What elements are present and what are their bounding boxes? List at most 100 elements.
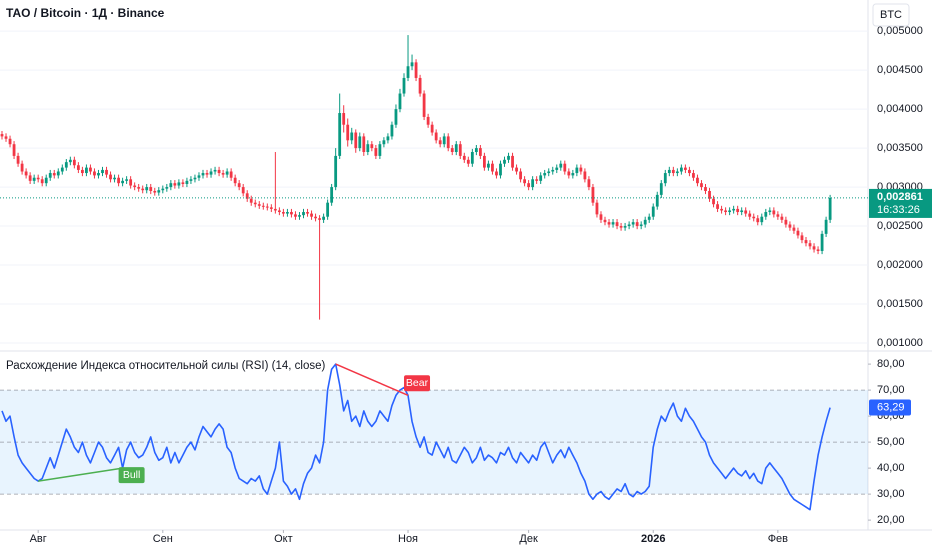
- candle-body: [294, 214, 297, 217]
- candle-body: [197, 175, 201, 178]
- y-tick-label: 0,001000: [877, 337, 923, 349]
- candle-body: [129, 179, 133, 186]
- candle-body: [659, 183, 663, 195]
- candle-body: [149, 187, 153, 191]
- candle-body: [824, 219, 828, 234]
- candle-body: [93, 171, 96, 176]
- candle-body: [161, 188, 165, 191]
- candle-body: [44, 177, 48, 184]
- candle-body: [273, 208, 277, 211]
- candle-body: [85, 167, 88, 174]
- candle-body: [716, 204, 719, 209]
- candle-body: [32, 177, 36, 181]
- candle-body: [101, 169, 104, 174]
- candle-body: [48, 173, 52, 178]
- candle-body: [414, 62, 418, 78]
- candle-body: [237, 183, 241, 188]
- candle-body: [760, 216, 764, 223]
- candle-body: [386, 136, 390, 141]
- candle-body: [499, 163, 502, 176]
- candle-body: [567, 171, 571, 176]
- last-price-badge: [869, 188, 932, 218]
- candle-body: [559, 163, 563, 168]
- candle-body: [643, 219, 647, 225]
- rsi-last-label: 63,29: [877, 401, 905, 413]
- candle-body: [113, 177, 116, 180]
- candle-body: [24, 171, 28, 176]
- candle-body: [314, 216, 317, 219]
- candle-body: [688, 169, 691, 174]
- candle-body: [282, 212, 285, 214]
- y-tick-label: 0,004000: [877, 103, 923, 115]
- candle-body: [52, 173, 56, 176]
- candle-body: [515, 167, 518, 172]
- candle-body: [784, 219, 788, 225]
- candle-body: [225, 171, 229, 175]
- candle-body: [692, 173, 695, 178]
- candle-body: [394, 109, 398, 125]
- rsi-title: Расхождение Индекса относительной силы (…: [6, 360, 325, 372]
- candle-body: [137, 187, 141, 189]
- candle-body: [185, 180, 189, 184]
- y-tick-label: 0,005000: [877, 25, 923, 37]
- candle-body: [531, 179, 535, 188]
- candle-body: [776, 214, 780, 217]
- candle-body: [804, 240, 808, 244]
- candle-body: [724, 210, 727, 213]
- candle-body: [539, 175, 543, 181]
- candle-body: [434, 132, 438, 141]
- x-tick-label: Сен: [153, 533, 173, 545]
- candle-body: [326, 202, 330, 217]
- candle-body: [290, 212, 293, 215]
- candle-body: [105, 169, 108, 175]
- candle-body: [8, 138, 12, 145]
- candle-body: [350, 132, 354, 141]
- candle-body: [667, 169, 671, 174]
- candle-body: [233, 177, 237, 184]
- currency[interactable]: BTC: [880, 9, 902, 21]
- y-tick-label: 40,00: [877, 462, 905, 474]
- divergence-label: Bull: [123, 469, 141, 481]
- candle-body: [740, 210, 744, 213]
- candle-body: [165, 187, 169, 189]
- candle-body: [579, 167, 583, 172]
- y-tick-label: 70,00: [877, 384, 905, 396]
- candle-body: [56, 171, 60, 176]
- candle-body: [173, 183, 177, 186]
- candle-body: [213, 169, 217, 172]
- candle-body: [141, 188, 145, 191]
- candle-body: [117, 177, 120, 184]
- currency-button[interactable]: [872, 3, 910, 27]
- candle-body: [20, 163, 24, 172]
- candle-body: [382, 140, 386, 145]
- candle-body: [68, 159, 72, 163]
- candle-body: [438, 140, 442, 145]
- candle-body: [338, 113, 342, 156]
- candle-body: [269, 207, 273, 209]
- candle-body: [679, 167, 683, 172]
- candle-body: [551, 169, 555, 172]
- candle-body: [76, 165, 80, 170]
- candle-body: [253, 202, 257, 205]
- candle-body: [201, 173, 205, 176]
- rsi-last-badge: [869, 399, 911, 416]
- candle-body: [16, 155, 20, 164]
- candle-body: [358, 136, 362, 149]
- candle-body: [36, 177, 40, 180]
- y-tick-label: 30,00: [877, 488, 905, 500]
- candle-body: [334, 155, 338, 188]
- candle-body: [495, 171, 498, 176]
- candle-body: [535, 179, 539, 181]
- candle-body: [153, 190, 157, 193]
- chart-title: TAO / Bitcoin · 1Д · Binance: [6, 6, 165, 20]
- x-tick-label: Окт: [274, 533, 293, 545]
- candle-body: [575, 167, 579, 174]
- candle-body: [684, 167, 687, 170]
- candle-body: [627, 224, 631, 227]
- candle-body: [800, 235, 804, 241]
- candle-body: [732, 208, 736, 211]
- candle-body: [302, 212, 305, 216]
- candle-body: [189, 179, 193, 181]
- candle-body: [277, 210, 281, 213]
- candle-body: [599, 214, 603, 220]
